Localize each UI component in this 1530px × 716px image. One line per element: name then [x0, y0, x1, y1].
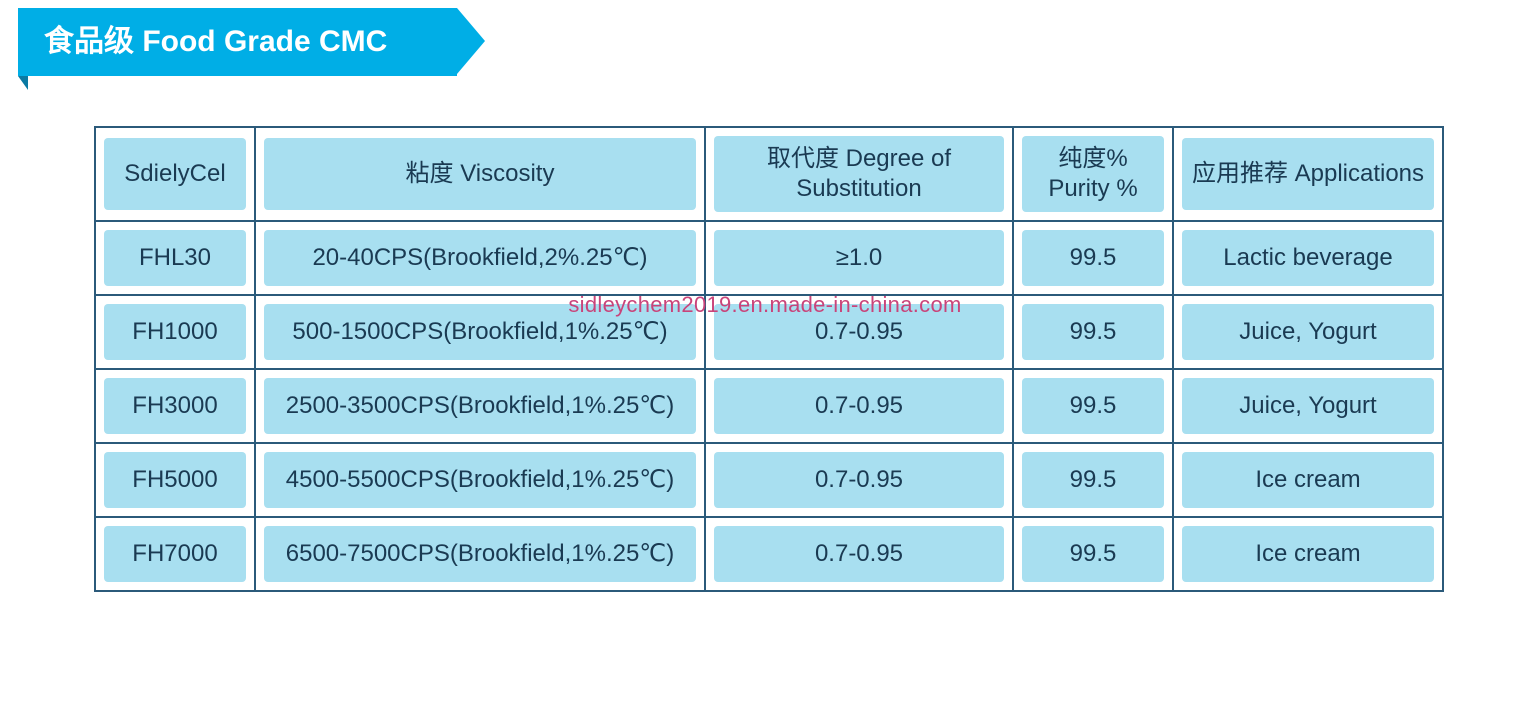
cell-purity: 99.5 — [1022, 452, 1164, 508]
spec-table-container: SdielyCel 粘度 Viscosity 取代度 Degree of Sub… — [94, 126, 1442, 592]
cell-viscosity: 2500-3500CPS(Brookfield,1%.25℃) — [264, 378, 696, 434]
table-row: FH5000 4500-5500CPS(Brookfield,1%.25℃) 0… — [95, 443, 1443, 517]
cell-applications: Ice cream — [1182, 526, 1434, 582]
title-banner: 食品级 Food Grade CMC — [18, 8, 1530, 76]
cell-substitution: 0.7-0.95 — [714, 378, 1004, 434]
cell-viscosity: 4500-5500CPS(Brookfield,1%.25℃) — [264, 452, 696, 508]
title-banner-fold — [18, 76, 28, 90]
cell-applications: Juice, Yogurt — [1182, 378, 1434, 434]
col-header-model: SdielyCel — [104, 138, 246, 210]
cell-model: FHL30 — [104, 230, 246, 286]
cell-purity: 99.5 — [1022, 230, 1164, 286]
cell-model: FH3000 — [104, 378, 246, 434]
cell-applications: Juice, Yogurt — [1182, 304, 1434, 360]
cell-substitution: ≥1.0 — [714, 230, 1004, 286]
cell-model: FH7000 — [104, 526, 246, 582]
cell-viscosity: 20-40CPS(Brookfield,2%.25℃) — [264, 230, 696, 286]
cell-applications: Ice cream — [1182, 452, 1434, 508]
col-header-substitution: 取代度 Degree of Substitution — [714, 136, 1004, 212]
cell-model: FH5000 — [104, 452, 246, 508]
cell-purity: 99.5 — [1022, 304, 1164, 360]
col-header-viscosity: 粘度 Viscosity — [264, 138, 696, 210]
table-row: FH3000 2500-3500CPS(Brookfield,1%.25℃) 0… — [95, 369, 1443, 443]
table-row: FHL30 20-40CPS(Brookfield,2%.25℃) ≥1.0 9… — [95, 221, 1443, 295]
table-header-row: SdielyCel 粘度 Viscosity 取代度 Degree of Sub… — [95, 127, 1443, 221]
cell-substitution: 0.7-0.95 — [714, 452, 1004, 508]
cell-substitution: 0.7-0.95 — [714, 526, 1004, 582]
cell-purity: 99.5 — [1022, 526, 1164, 582]
title-banner-text: 食品级 Food Grade CMC — [18, 8, 457, 76]
spec-table: SdielyCel 粘度 Viscosity 取代度 Degree of Sub… — [94, 126, 1444, 592]
table-row: FH1000 500-1500CPS(Brookfield,1%.25℃) 0.… — [95, 295, 1443, 369]
table-row: FH7000 6500-7500CPS(Brookfield,1%.25℃) 0… — [95, 517, 1443, 591]
cell-model: FH1000 — [104, 304, 246, 360]
col-header-purity: 纯度% Purity % — [1022, 136, 1164, 212]
col-header-applications: 应用推荐 Applications — [1182, 138, 1434, 210]
cell-viscosity: 6500-7500CPS(Brookfield,1%.25℃) — [264, 526, 696, 582]
cell-substitution: 0.7-0.95 — [714, 304, 1004, 360]
cell-applications: Lactic beverage — [1182, 230, 1434, 286]
cell-purity: 99.5 — [1022, 378, 1164, 434]
cell-viscosity: 500-1500CPS(Brookfield,1%.25℃) — [264, 304, 696, 360]
